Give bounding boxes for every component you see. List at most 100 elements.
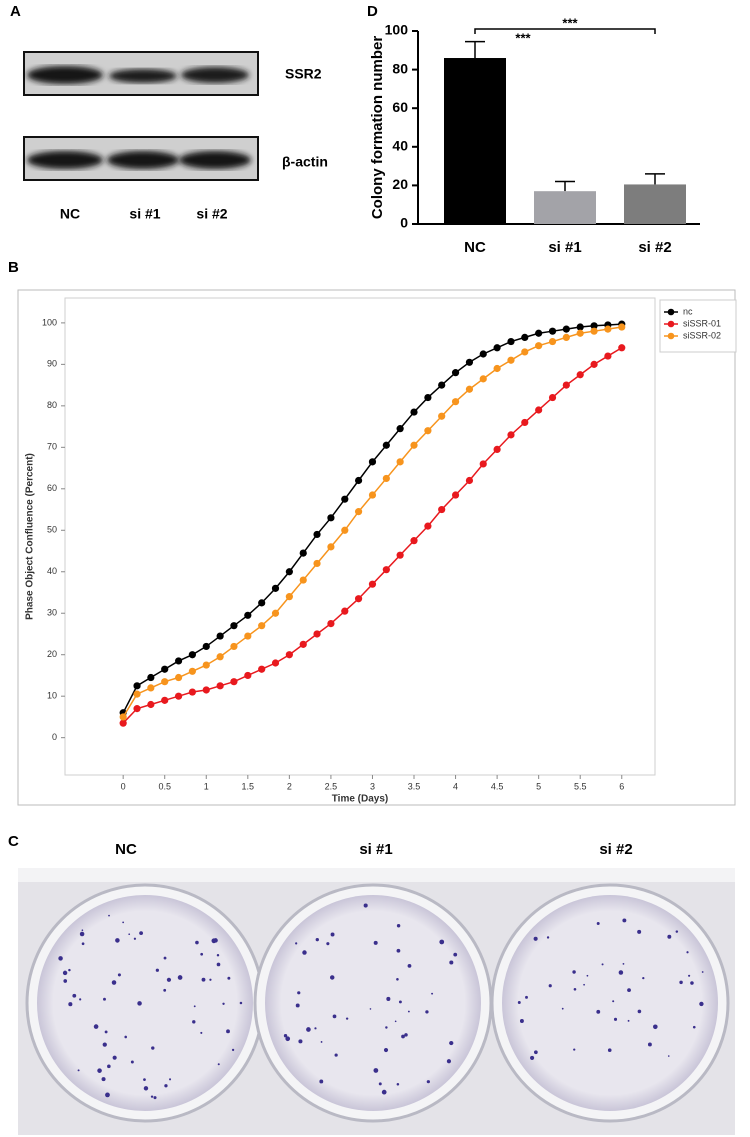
colony: [449, 1040, 454, 1046]
point: [258, 665, 266, 673]
colony: [446, 1059, 452, 1064]
colony: [407, 964, 412, 968]
point: [188, 667, 196, 675]
colony: [699, 1001, 704, 1007]
point: [424, 522, 432, 530]
panel-frame: [17, 289, 736, 806]
colony: [72, 993, 77, 998]
point: [521, 333, 529, 342]
point: [396, 551, 404, 559]
colony: [326, 942, 330, 946]
point: [202, 642, 210, 651]
colony: [93, 1024, 99, 1029]
colony: [675, 930, 679, 933]
well: [502, 895, 718, 1111]
colony: [77, 1069, 80, 1072]
colony: [227, 976, 231, 980]
x-tick-label: 4: [453, 781, 458, 791]
colony: [618, 970, 624, 975]
point: [216, 632, 224, 640]
point: [188, 688, 196, 696]
colony: [363, 903, 368, 908]
colony: [396, 948, 401, 953]
colony: [453, 952, 458, 957]
colony: [81, 942, 85, 946]
point: [271, 584, 280, 592]
colony: [404, 1033, 408, 1037]
colony: [667, 934, 672, 939]
point: [188, 651, 196, 659]
point: [576, 371, 584, 379]
colony: [573, 1048, 576, 1051]
colony: [332, 1014, 337, 1019]
well-label: si #2: [599, 841, 632, 858]
colony: [548, 984, 552, 988]
colony: [101, 1077, 106, 1082]
colony: [112, 1055, 117, 1060]
y-tick-label: 70: [47, 442, 57, 452]
point: [161, 678, 169, 686]
point: [244, 632, 252, 640]
colony: [596, 921, 600, 925]
point: [147, 673, 155, 682]
colony: [79, 998, 82, 1001]
colony: [222, 1002, 225, 1005]
colony: [143, 1078, 146, 1081]
colony: [686, 951, 689, 954]
colony: [143, 1086, 149, 1091]
x-tick-label: NC: [464, 239, 486, 256]
colony: [297, 991, 301, 995]
y-tick-label: 60: [47, 483, 57, 493]
point: [341, 526, 349, 534]
colony: [369, 1008, 372, 1010]
point: [285, 593, 293, 601]
y-axis-label: Colony formation number: [369, 36, 386, 219]
x-tick-label: 4.5: [491, 781, 504, 791]
colony: [401, 1034, 405, 1039]
point: [202, 686, 210, 694]
point: [313, 559, 321, 568]
point: [438, 381, 446, 389]
colony: [63, 979, 68, 983]
colony: [103, 997, 106, 1001]
legend-marker: [667, 308, 675, 316]
colony: [163, 988, 167, 992]
point: [465, 476, 474, 485]
point: [368, 491, 377, 499]
point: [590, 322, 598, 330]
colony: [216, 962, 221, 967]
colony: [378, 1082, 382, 1086]
point: [451, 491, 460, 499]
point: [604, 325, 612, 333]
colony: [130, 1060, 134, 1064]
point: [382, 441, 390, 449]
colony: [627, 988, 631, 993]
plate-photo: [18, 868, 735, 1135]
lane-label: NC: [60, 206, 80, 222]
point: [548, 393, 557, 402]
colony: [285, 1036, 291, 1042]
y-tick-label: 20: [47, 649, 57, 659]
colony: [68, 968, 71, 972]
point: [562, 333, 570, 342]
colony: [124, 1035, 127, 1039]
point: [230, 678, 238, 686]
significance: ***: [562, 15, 578, 30]
point: [258, 622, 266, 630]
colony: [612, 1000, 615, 1003]
point: [133, 690, 141, 698]
point: [299, 640, 307, 648]
point: [535, 342, 543, 350]
point: [396, 458, 404, 466]
colony: [283, 1034, 288, 1038]
y-tick-label: 100: [385, 22, 409, 38]
colony: [108, 914, 110, 917]
point: [147, 700, 155, 709]
point: [507, 356, 515, 364]
point: [285, 568, 293, 576]
colony: [139, 931, 144, 936]
y-tick-label: 80: [47, 400, 57, 410]
colony: [396, 977, 399, 981]
point: [479, 460, 487, 468]
